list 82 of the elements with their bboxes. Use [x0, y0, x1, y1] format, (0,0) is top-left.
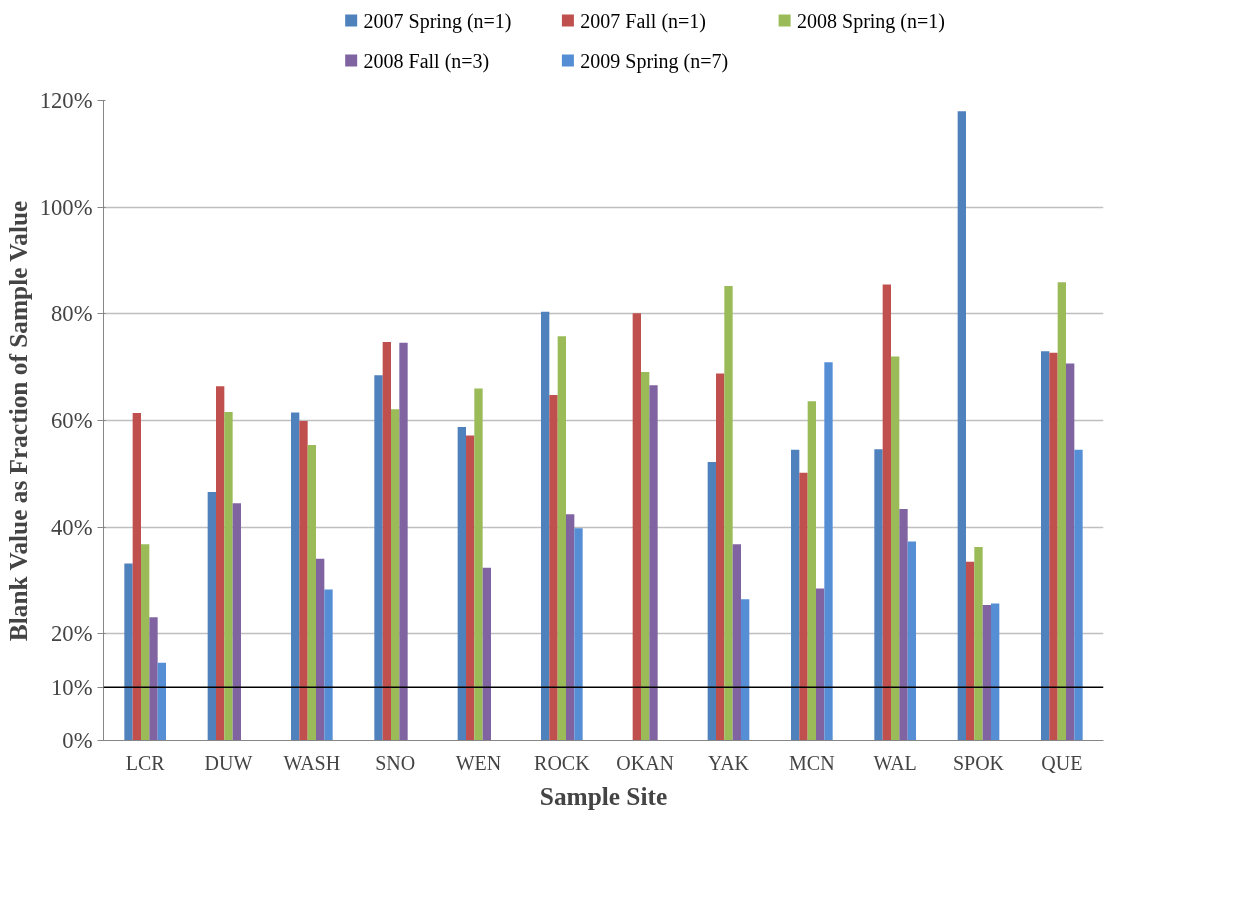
- y-tick-label: 80%: [50, 301, 93, 327]
- bar: [541, 311, 550, 741]
- x-tick-label: OKAN: [616, 751, 675, 774]
- bar: [1041, 351, 1050, 741]
- legend-label: 2008 Fall (n=3): [363, 49, 490, 73]
- bar: [382, 342, 391, 741]
- y-tick-label: 60%: [50, 408, 93, 433]
- bar: [307, 445, 316, 741]
- bar: [982, 605, 991, 741]
- bar: [891, 356, 900, 741]
- bar: [791, 449, 800, 741]
- x-tick-label: ROCK: [534, 751, 591, 774]
- bar: [907, 541, 916, 741]
- bar: [299, 421, 308, 741]
- bar: [157, 662, 166, 741]
- legend-label: 2008 Spring (n=1): [797, 9, 945, 33]
- bar: [707, 462, 716, 741]
- bar: [874, 449, 883, 741]
- bar: [1074, 449, 1083, 741]
- bar: [391, 409, 400, 741]
- bar: [216, 386, 225, 741]
- bar: [716, 373, 725, 741]
- bar: [574, 528, 583, 741]
- bar: [557, 336, 566, 741]
- legend-label: 2007 Spring (n=1): [363, 9, 512, 33]
- bar: [474, 388, 483, 741]
- bar: [966, 561, 975, 741]
- y-tick-label: 20%: [50, 621, 93, 647]
- bar: [324, 589, 333, 741]
- bar: [457, 426, 466, 741]
- x-tick-label: WEN: [455, 751, 502, 774]
- y-axis-title: Blank Value as Fraction of Sample Value: [3, 200, 32, 642]
- bar: [466, 435, 475, 741]
- y-tick-label: 120%: [39, 88, 93, 113]
- x-tick-label: MCN: [789, 751, 835, 774]
- legend-label: 2007 Fall (n=1): [580, 9, 706, 33]
- bar: [566, 514, 575, 741]
- bar: [816, 588, 825, 741]
- bar: [724, 286, 733, 741]
- bar: [232, 503, 241, 741]
- bar: [899, 509, 908, 741]
- bar: [974, 546, 983, 741]
- bar: [882, 284, 891, 741]
- x-tick-label: WASH: [283, 751, 341, 774]
- bar: [632, 313, 641, 741]
- bar: [291, 412, 300, 741]
- bar: [799, 472, 808, 741]
- bar: [399, 342, 408, 741]
- bar: [316, 558, 325, 741]
- y-tick-label: 0%: [62, 728, 93, 753]
- y-tick-label: 100%: [39, 194, 93, 220]
- y-tick-label: 10%: [50, 674, 93, 700]
- bar: [132, 413, 141, 741]
- x-tick-label: SNO: [375, 751, 416, 774]
- bar: [124, 563, 133, 741]
- bar: [1049, 352, 1058, 741]
- bar: [1057, 282, 1066, 741]
- bar: [991, 603, 1000, 741]
- bar: [649, 385, 658, 741]
- bar: [549, 394, 558, 741]
- bar: [482, 567, 491, 741]
- bar: [732, 544, 741, 741]
- x-tick-label: LCR: [125, 751, 166, 774]
- y-tick-label: 40%: [50, 514, 93, 540]
- x-tick-label: QUE: [1041, 751, 1083, 774]
- x-tick-label: SPOK: [952, 751, 1005, 774]
- bar: [149, 617, 158, 741]
- x-axis-title: Sample Site: [539, 781, 668, 810]
- bar: [957, 111, 966, 741]
- x-tick-label: WAL: [873, 751, 917, 774]
- bar: [207, 491, 216, 741]
- bar: [824, 362, 833, 741]
- legend-label: 2009 Spring (n=7): [580, 49, 729, 73]
- bar: [374, 375, 383, 741]
- bar: [641, 371, 650, 741]
- bar: [1066, 363, 1075, 741]
- bar: [224, 411, 233, 741]
- bar: [741, 599, 750, 741]
- x-tick-label: DUW: [204, 751, 253, 774]
- bar: [807, 401, 816, 741]
- bar: [141, 544, 150, 741]
- x-tick-label: YAK: [707, 751, 750, 774]
